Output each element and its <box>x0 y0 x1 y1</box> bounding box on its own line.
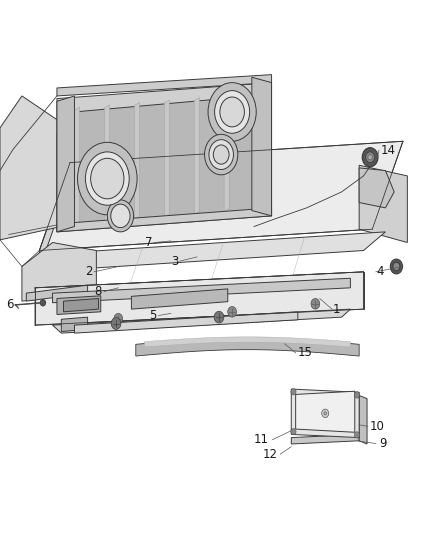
Polygon shape <box>74 107 80 225</box>
Polygon shape <box>74 96 254 227</box>
Circle shape <box>324 411 327 415</box>
Circle shape <box>205 134 238 175</box>
Circle shape <box>85 152 129 205</box>
Polygon shape <box>291 389 359 438</box>
Polygon shape <box>26 285 88 301</box>
Circle shape <box>291 389 296 395</box>
Circle shape <box>321 409 328 418</box>
Circle shape <box>390 259 403 274</box>
Polygon shape <box>359 168 394 208</box>
Polygon shape <box>57 296 101 314</box>
Text: 15: 15 <box>298 346 313 359</box>
Text: 6: 6 <box>7 298 14 311</box>
Polygon shape <box>64 298 99 312</box>
Polygon shape <box>252 77 272 216</box>
Circle shape <box>291 429 296 435</box>
Circle shape <box>78 142 137 215</box>
Text: 9: 9 <box>379 437 386 450</box>
Polygon shape <box>359 165 407 243</box>
Polygon shape <box>57 96 74 232</box>
Polygon shape <box>131 289 228 309</box>
Circle shape <box>228 306 237 317</box>
Polygon shape <box>53 278 350 303</box>
Polygon shape <box>22 243 96 301</box>
Circle shape <box>111 318 121 329</box>
Circle shape <box>107 200 134 232</box>
Circle shape <box>214 311 224 323</box>
Polygon shape <box>164 100 170 217</box>
Polygon shape <box>57 75 272 96</box>
Text: 12: 12 <box>263 448 278 461</box>
Text: 2: 2 <box>85 265 93 278</box>
Polygon shape <box>254 93 259 209</box>
Circle shape <box>354 432 360 438</box>
Polygon shape <box>224 95 230 212</box>
Circle shape <box>208 83 256 141</box>
Polygon shape <box>145 337 350 347</box>
Text: 5: 5 <box>149 309 156 322</box>
Circle shape <box>40 300 46 306</box>
Polygon shape <box>39 163 70 269</box>
Text: 3: 3 <box>171 255 178 268</box>
Polygon shape <box>359 395 367 444</box>
Polygon shape <box>0 96 61 240</box>
Polygon shape <box>194 98 199 214</box>
Circle shape <box>215 91 250 133</box>
Polygon shape <box>35 272 364 325</box>
Circle shape <box>366 152 374 163</box>
Circle shape <box>368 155 372 160</box>
Circle shape <box>213 145 229 164</box>
Text: 8: 8 <box>94 285 102 298</box>
Text: 10: 10 <box>370 420 385 433</box>
Text: 1: 1 <box>333 303 340 316</box>
Text: 11: 11 <box>254 433 269 446</box>
Circle shape <box>311 298 320 309</box>
Circle shape <box>393 262 400 271</box>
Circle shape <box>220 97 244 127</box>
Polygon shape <box>134 102 140 220</box>
Polygon shape <box>57 83 272 232</box>
Polygon shape <box>53 309 350 333</box>
Polygon shape <box>296 391 355 432</box>
Polygon shape <box>61 317 88 332</box>
Text: 7: 7 <box>145 236 152 249</box>
Text: 14: 14 <box>381 144 396 157</box>
Circle shape <box>362 148 378 167</box>
Polygon shape <box>291 434 359 444</box>
Circle shape <box>354 392 360 398</box>
Polygon shape <box>39 141 403 251</box>
Polygon shape <box>104 104 110 222</box>
Polygon shape <box>74 312 298 333</box>
Polygon shape <box>35 232 385 272</box>
Polygon shape <box>136 338 359 356</box>
Text: 4: 4 <box>377 265 384 278</box>
Circle shape <box>111 204 130 228</box>
Circle shape <box>209 140 233 169</box>
Circle shape <box>114 313 123 324</box>
Circle shape <box>91 158 124 199</box>
Polygon shape <box>57 208 272 232</box>
